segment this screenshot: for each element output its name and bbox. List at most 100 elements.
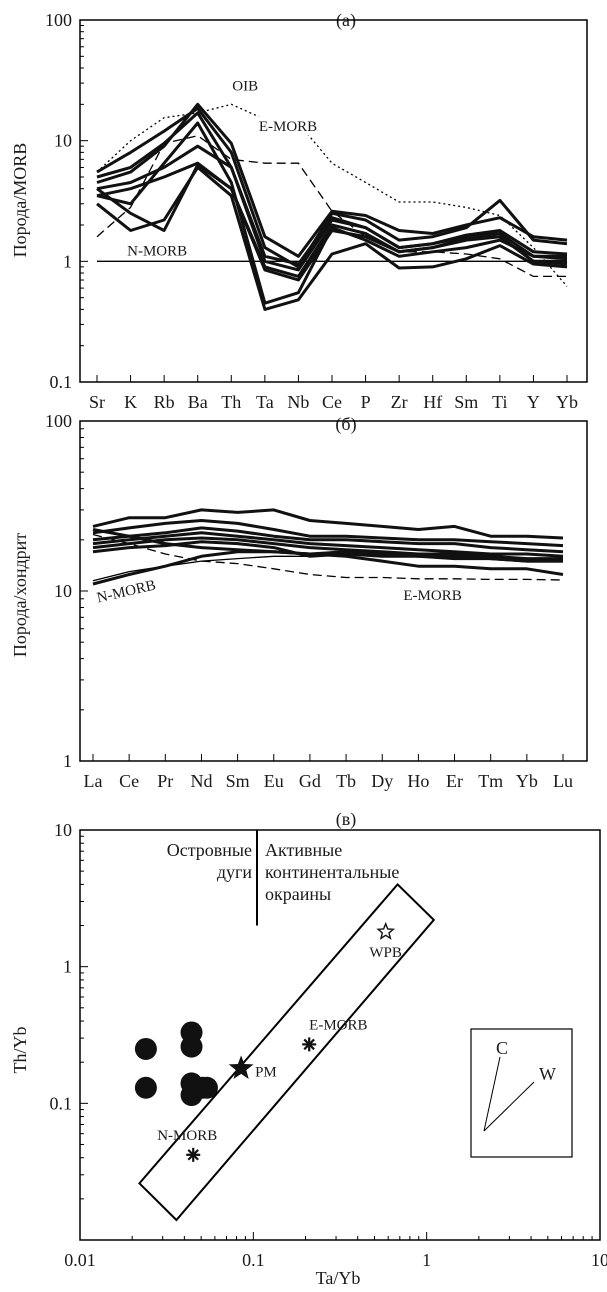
- b-sample-2: [92, 519, 564, 548]
- panel-a-ylabel: Порода/MORB: [10, 143, 30, 258]
- a-sample-7: [96, 161, 568, 282]
- b-xtick-label-gd: Gd: [299, 771, 321, 791]
- c-ref-e-morb-marker: [302, 1037, 317, 1052]
- b-sample-4: [92, 531, 564, 558]
- b-xtick-label-yb: Yb: [516, 771, 538, 791]
- c-sample-point-1: [134, 1037, 157, 1060]
- a-xtick-label-ce: Ce: [322, 392, 342, 412]
- b-xtick-label-dy: Dy: [371, 771, 393, 791]
- c-ref-wpb-marker: [376, 921, 396, 940]
- b-xtick-label-ce: Ce: [119, 771, 139, 791]
- active-margins-line-2: континентальные: [265, 862, 399, 882]
- mantle-array-field: [138, 882, 436, 1222]
- panel-c-plot: 0.01 0.1 1 10 0.1 1 10 PM E-MORB N-MORB WPB Остро…: [50, 820, 607, 1270]
- c-ref-pm-marker: [228, 1055, 254, 1079]
- panel-b-ree: (б) Порода/хондрит 1 10 100 La Ce Pr Nd Sm Eu Gd T…: [10, 411, 588, 791]
- b-xtick-label-tm: Tm: [478, 771, 503, 791]
- c-ref-wpb-label: WPB: [369, 945, 402, 961]
- panel-c-xlabel: Ta/Yb: [316, 1268, 361, 1288]
- panel-b-axes: 1 10 100 La Ce Pr Nd Sm Eu Gd Tb Dy Ho Er Tm Yb Lu: [45, 411, 573, 791]
- c-sample-point-2: [134, 1076, 157, 1099]
- panel-c-axes: 0.01 0.1 1 10 0.1 1 10: [50, 820, 607, 1270]
- panel-a-axes: 0.1 1 10 100 Sr K Rb Ba Th Ta Nb Ce P Zr Hf Sm Ti Y Yb: [45, 10, 578, 412]
- b-xtick-label-nd: Nd: [190, 771, 212, 791]
- c-ytick-label: 0.1: [50, 1093, 73, 1113]
- a-xtick-label-sm: Sm: [454, 392, 478, 412]
- panel-b-plot: 1 10 100 La Ce Pr Nd Sm Eu Gd Tb Dy Ho Er Tm Yb Lu N-MOR…: [45, 411, 588, 791]
- vector-c: [483, 1056, 501, 1132]
- a-sample-4: [96, 165, 568, 311]
- b-sample-3: [92, 526, 564, 554]
- a-xtick-label-nb: Nb: [287, 392, 309, 412]
- panel-c-points: PM E-MORB N-MORB WPB: [134, 921, 402, 1162]
- c-xtick-label: 10: [591, 1250, 607, 1270]
- b-ytick-label: 10: [54, 581, 72, 601]
- b-xtick-label-lu: Lu: [553, 771, 573, 791]
- b-xtick-label-la: La: [84, 771, 103, 791]
- b-sample-1: [92, 508, 564, 540]
- b-sample-8: [92, 550, 564, 586]
- b-xtick-label-ho: Ho: [407, 771, 429, 791]
- panel-a-plot: 0.1 1 10 100 Sr K Rb Ba Th Ta Nb Ce P Zr Hf Sm Ti Y Yb OIB…: [45, 10, 588, 412]
- vector-c-label: C: [496, 1038, 508, 1058]
- vector-w: [483, 1081, 535, 1132]
- c-ytick-label: 10: [54, 820, 72, 840]
- a-ref-oib: [96, 103, 568, 287]
- b-sample-5: [92, 536, 563, 561]
- c-ref-n-morb-marker: [186, 1147, 201, 1162]
- a-xtick-label-ta: Ta: [256, 392, 274, 412]
- a-ref-label-n-morb: N-MORB: [127, 243, 187, 259]
- b-ref-label-e-morb: E-MORB: [403, 588, 461, 604]
- a-ytick-label: 0.1: [50, 372, 73, 392]
- b-ref-e-morb: [92, 533, 564, 581]
- active-margins-line-1: Активные: [265, 840, 342, 860]
- b-xtick-label-er: Er: [446, 771, 463, 791]
- panel-c-frame: [79, 829, 601, 1241]
- a-ytick-label: 100: [45, 10, 72, 30]
- panel-c-title: (в): [336, 809, 357, 830]
- c-sample-point-4: [180, 1035, 203, 1058]
- vector-w-label: W: [539, 1064, 556, 1084]
- c-ref-e-morb-ray: [303, 1038, 315, 1051]
- b-ytick-label: 1: [63, 751, 72, 771]
- a-ref-label-e-morb: E-MORB: [259, 119, 317, 135]
- panel-c-th-ta-diagram: (в) Th/Yb Ta/Yb 0.01 0.1 1 10 0.1 1 10 PM E-MOR…: [10, 809, 607, 1288]
- a-ref-label-oib: OIB: [232, 78, 258, 94]
- panel-b-series: N-MORB E-MORB: [92, 508, 564, 607]
- c-xtick-label: 0.1: [242, 1250, 265, 1270]
- a-ref-label-bg: [255, 116, 346, 136]
- b-xtick-label-eu: Eu: [264, 771, 284, 791]
- panel-a-series: OIB E-MORB N-MORB: [96, 75, 568, 311]
- a-xtick-label-p: P: [361, 392, 371, 412]
- a-ytick-label: 1: [63, 251, 72, 271]
- a-xtick-label-ti: Ti: [492, 392, 507, 412]
- panel-c-ylabel: Th/Yb: [10, 1027, 30, 1074]
- a-xtick-label-zr: Zr: [391, 392, 408, 412]
- c-xtick-label: 1: [422, 1250, 431, 1270]
- b-sample-7: [92, 528, 563, 563]
- a-xtick-label-yb: Yb: [556, 392, 578, 412]
- vector-legend-box: [470, 1028, 573, 1158]
- a-xtick-label-th: Th: [221, 392, 241, 412]
- a-xtick-label-k: K: [124, 392, 137, 412]
- a-ref-label-bg: [229, 75, 270, 95]
- c-ref-n-morb-label: N-MORB: [157, 1128, 217, 1144]
- c-ref-n-morb-ray: [187, 1149, 199, 1161]
- b-xtick-label-sm: Sm: [226, 771, 250, 791]
- panel-b-ylabel: Порода/хондрит: [10, 533, 30, 657]
- b-ytick-label: 100: [45, 411, 72, 431]
- a-xtick-label-rb: Rb: [154, 392, 175, 412]
- active-margins-line-3: окраины: [265, 884, 331, 904]
- c-ref-pm-label: PM: [255, 1064, 277, 1080]
- vector-legend: C W: [470, 1028, 573, 1158]
- a-ytick-label: 10: [54, 131, 72, 151]
- field-label-active-margins: Активные континентальные окраины: [265, 840, 399, 904]
- c-ref-e-morb-label: E-MORB: [309, 1017, 367, 1033]
- c-sample-point-8: [195, 1076, 218, 1099]
- island-arcs-line-2: дуги: [217, 862, 253, 882]
- panel-b-title: (б): [335, 414, 356, 435]
- field-label-island-arcs: Островные дуги: [167, 840, 253, 882]
- c-xtick-label: 0.01: [64, 1250, 96, 1270]
